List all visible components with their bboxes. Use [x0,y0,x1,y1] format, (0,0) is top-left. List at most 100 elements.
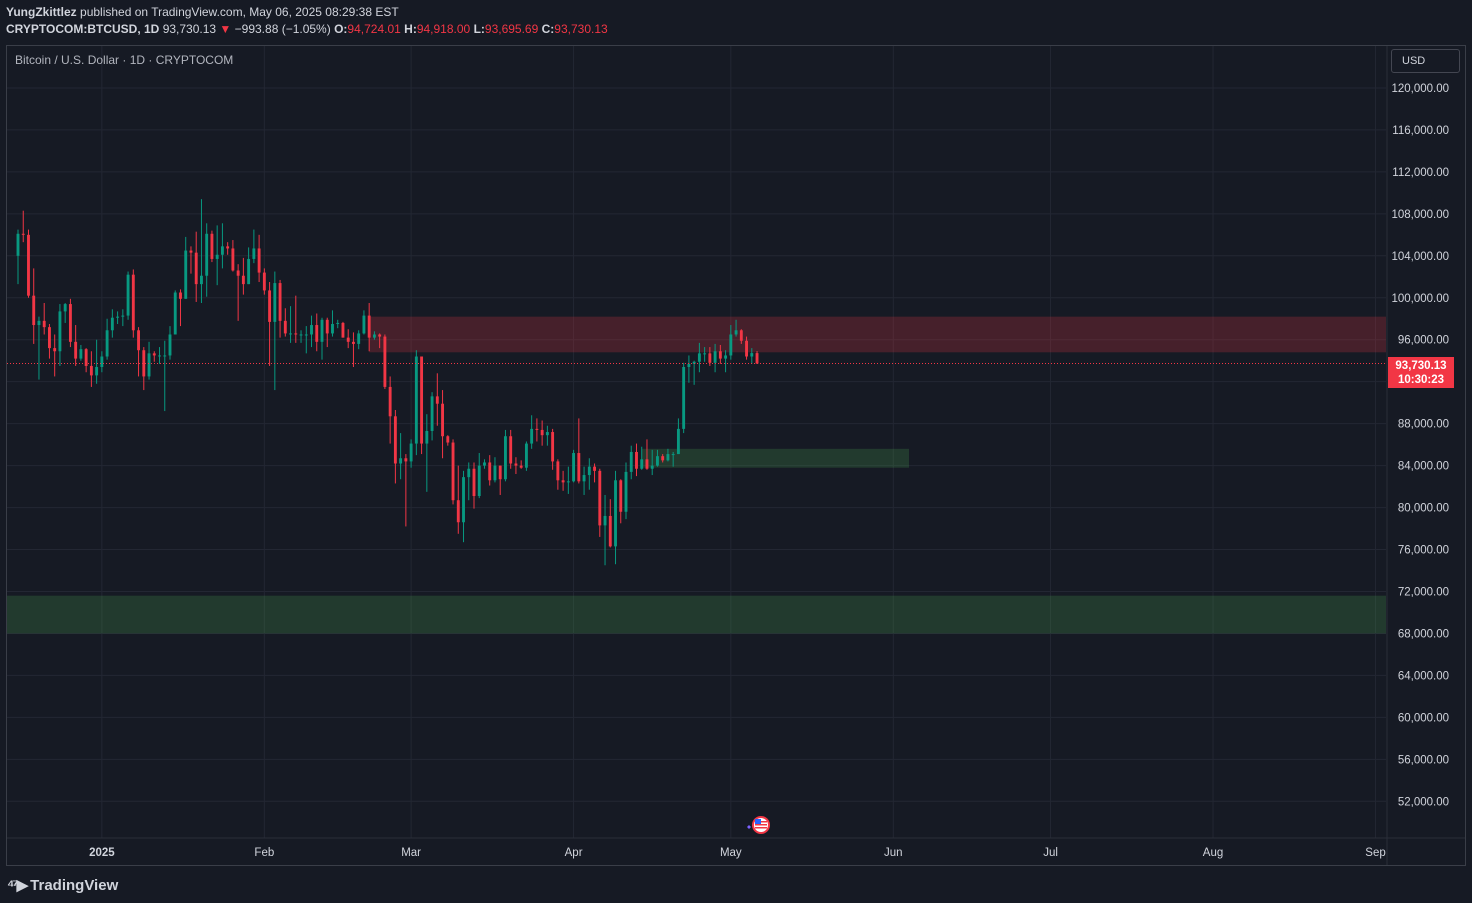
high-label: H: [404,22,417,36]
candle-body [472,468,476,497]
candle-body [493,465,497,481]
candle-body [173,292,177,335]
candle-body [446,436,450,443]
candle-body [587,466,591,476]
candle-body [608,515,612,547]
candle-body [346,337,350,342]
down-arrow-icon: ▼ [219,22,232,36]
candle-body [414,356,418,444]
y-tick-label: 116,000.00 [1392,125,1449,137]
high-value: 94,918.00 [416,22,471,36]
candle-body [278,283,282,321]
candle-body [331,323,334,334]
candle-body [131,274,135,331]
publish-text: published on TradingView.com, May 06, 20… [80,5,399,19]
candle-body [378,334,382,337]
candle-body [598,470,602,526]
candle-body [168,334,172,356]
open-label: O: [334,22,348,36]
candle-body [540,429,544,436]
candle-body [299,334,303,336]
candle-body [671,454,675,456]
candle-body [425,430,429,444]
candle-body [629,451,633,472]
chart-frame[interactable] [6,45,1466,866]
candle-body [205,233,209,276]
candle-body [462,477,465,523]
candle-body [467,468,471,478]
candle-body [509,436,513,464]
candle-body [158,355,161,357]
candle-body [116,316,120,318]
price-change: −993.88 (−1.05%) [234,22,331,36]
x-tick-label: Aug [1203,847,1223,859]
x-tick-label: 2025 [89,847,115,859]
candle-body [273,283,277,322]
candle-body [498,465,502,480]
candle-body [530,428,534,444]
candle-body [619,480,623,512]
candle-body [137,330,140,351]
candle-body [362,315,366,334]
supply-zone [369,316,1386,353]
y-tick-label: 56,000.00 [1398,754,1449,766]
y-tick-label: 72,000.00 [1398,586,1449,598]
tradingview-logo[interactable]: ⁴⁷▶ TradingView [7,876,118,895]
candle-body [750,353,754,357]
last-price-tag-value: 93,730.13 [1395,360,1447,372]
candle-body [593,466,596,471]
candle-body [724,355,728,359]
candle-body [755,353,759,364]
candle-body [577,453,581,482]
candle-body [650,465,654,469]
x-tick-label: Mar [401,847,421,859]
y-tick-label: 120,000.00 [1391,83,1449,95]
candle-body [58,311,62,352]
candle-body [483,462,486,466]
candle-body [336,322,340,324]
candle-body [703,353,707,355]
candle-body [126,274,130,316]
candle-body [404,458,408,462]
candle-body [551,432,555,462]
candle-body [252,248,256,259]
candle-body [614,480,617,547]
y-tick-label: 104,000.00 [1391,251,1449,263]
candle-body [441,403,444,437]
candle-body [524,443,528,468]
y-tick-label: 112,000.00 [1392,167,1449,179]
candle-body [645,459,649,469]
candle-body [477,465,481,497]
candle-body [310,325,313,335]
candle-body [697,353,701,362]
x-tick-label: Apr [565,847,583,859]
candle-body [582,475,586,482]
candle-body [226,246,230,249]
candle-body [566,481,570,483]
last-price-tag: 93,730.13 10:30:23 [1388,357,1454,388]
symbol-label: CRYPTOCOM:BTCUSD, 1D [6,22,160,36]
candle-body [745,340,748,357]
candle-body [393,416,397,464]
candle-body [315,325,319,342]
us-flag-icon[interactable] [742,813,772,837]
candle-body [304,334,308,336]
y-tick-label: 96,000.00 [1398,335,1449,347]
candle-body [84,349,88,366]
candle-body [456,500,460,523]
last-price: 93,730.13 [162,22,217,36]
candle-body [367,315,371,338]
candle-body [514,463,518,466]
candle-body [236,270,240,276]
candle-body [179,292,182,299]
candle-body [63,304,67,312]
low-label: L: [473,22,485,36]
publish-info: YungZkittlez published on TradingView.co… [6,5,399,19]
candle-body [545,432,549,436]
candle-body [535,428,539,430]
currency-button[interactable]: USD [1391,49,1460,73]
candle-body [121,315,125,317]
low-value: 93,695.69 [484,22,539,36]
candle-body [624,471,628,512]
